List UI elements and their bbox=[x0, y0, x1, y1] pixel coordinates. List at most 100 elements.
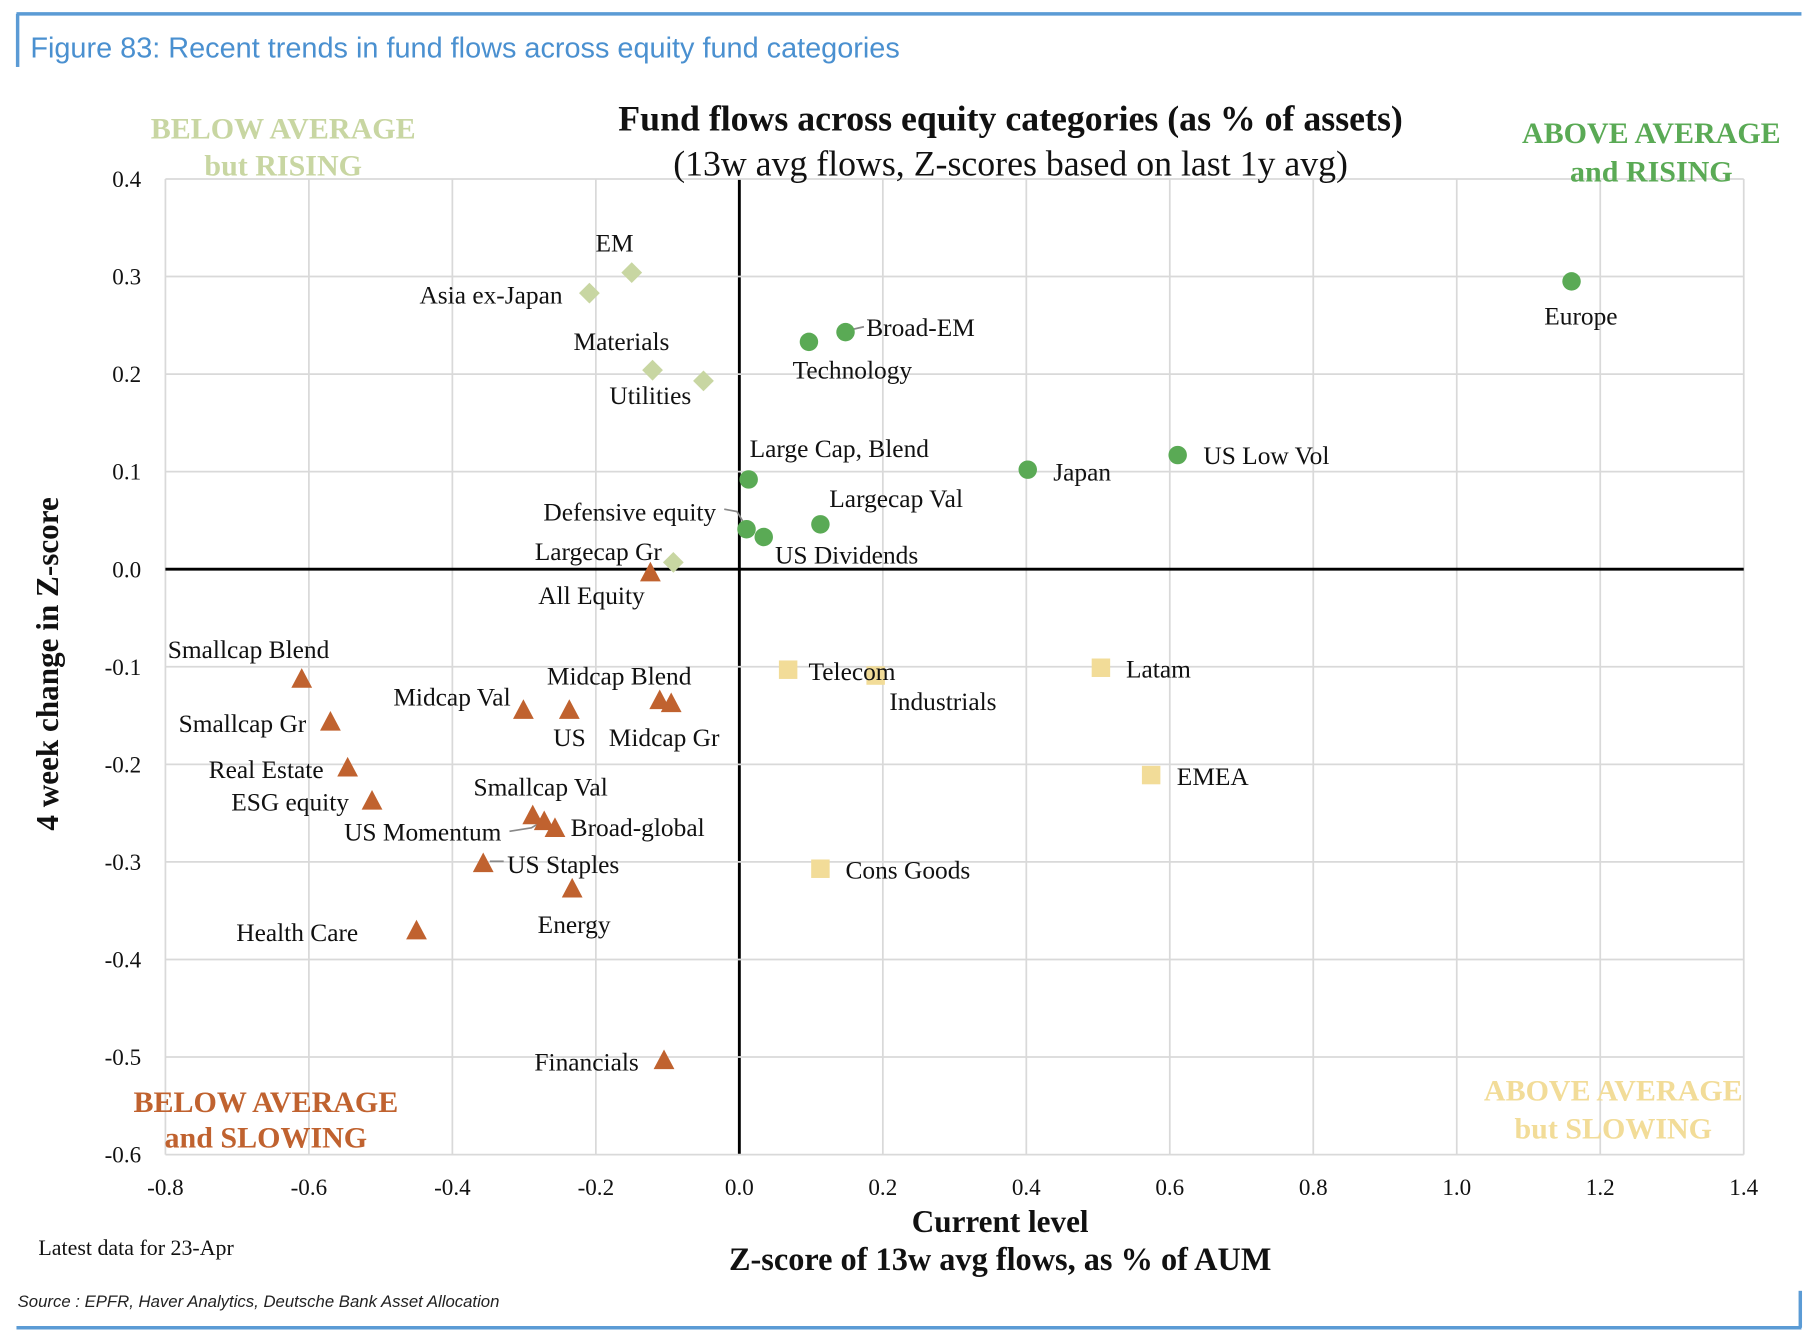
y-tick-label: -0.5 bbox=[105, 1044, 142, 1070]
point-real-estate bbox=[337, 756, 359, 777]
quadrant-top-right-line1: ABOVE AVERAGE bbox=[1522, 117, 1781, 150]
x-tick-label: -0.4 bbox=[434, 1174, 471, 1200]
point-materials bbox=[642, 359, 663, 381]
y-tick-label: -0.1 bbox=[105, 654, 142, 680]
data-labels: Europe Broad-EM Technology Large Cap, Blend… bbox=[168, 230, 1618, 1077]
quadrant-bottom-right-line2: but SLOWING bbox=[1514, 1112, 1712, 1145]
x-tick-label: -0.2 bbox=[578, 1174, 615, 1200]
data-label: Europe bbox=[1544, 302, 1617, 330]
x-tick-label: 1.0 bbox=[1442, 1174, 1471, 1200]
quadrant-bottom-left-line1: BELOW AVERAGE bbox=[133, 1086, 398, 1119]
data-label: Energy bbox=[538, 911, 611, 939]
data-label: Technology bbox=[793, 357, 913, 385]
y-tick-label: 0.1 bbox=[112, 459, 141, 485]
data-label: Midcap Blend bbox=[547, 663, 692, 691]
point-largecap-val bbox=[811, 515, 830, 534]
point-us-momentum bbox=[533, 810, 555, 831]
data-label: US Dividends bbox=[775, 541, 918, 569]
x-tick-label: 1.4 bbox=[1729, 1174, 1758, 1200]
data-label: Utilities bbox=[609, 382, 691, 410]
point-midcap-val bbox=[513, 699, 534, 719]
y-tick-label: -0.3 bbox=[105, 849, 142, 875]
y-tick-label: 0.0 bbox=[112, 556, 141, 582]
grid bbox=[164, 178, 1745, 1156]
data-label: Broad-EM bbox=[866, 314, 975, 342]
point-midcap-blend bbox=[649, 689, 671, 710]
data-label: Defensive equity bbox=[543, 499, 716, 527]
source-note: Source : EPFR, Haver Analytics, Deutsche… bbox=[18, 1292, 500, 1311]
data-label: ESG equity bbox=[231, 789, 349, 817]
chart-title: Fund flows across equity categories (as … bbox=[618, 98, 1402, 138]
data-label: Smallcap Blend bbox=[168, 636, 330, 664]
x-axis-label-2: Z-score of 13w avg flows, as % of AUM bbox=[729, 1241, 1271, 1277]
point-broad-em bbox=[836, 322, 855, 342]
data-label: Health Care bbox=[236, 919, 358, 947]
y-tick-label: -0.4 bbox=[105, 947, 142, 973]
figure-caption: Figure 83: Recent trends in fund flows a… bbox=[30, 33, 899, 65]
quadrant-top-left-line1: BELOW AVERAGE bbox=[151, 113, 416, 146]
data-label: Materials bbox=[574, 328, 670, 356]
data-points bbox=[291, 262, 1581, 1070]
y-tick-label: 0.2 bbox=[112, 361, 141, 387]
data-label: Broad-global bbox=[571, 814, 705, 842]
data-label: EMEA bbox=[1177, 763, 1250, 791]
point-us-staples bbox=[472, 852, 494, 873]
data-label: Asia ex-Japan bbox=[419, 282, 562, 310]
data-label: Midcap Val bbox=[393, 683, 510, 711]
x-tick-label: 1.2 bbox=[1586, 1174, 1615, 1200]
data-label: Large Cap, Blend bbox=[750, 435, 930, 463]
point-esg-equity bbox=[361, 790, 383, 810]
point-all-equity bbox=[639, 561, 661, 582]
point-europe bbox=[1562, 272, 1581, 291]
point-us bbox=[558, 699, 580, 719]
x-axis-label: Current level bbox=[912, 1204, 1089, 1239]
data-label: Midcap Gr bbox=[609, 724, 720, 752]
point-large-cap-blend bbox=[739, 470, 758, 489]
point-latam bbox=[1091, 658, 1111, 677]
latest-data-note: Latest data for 23-Apr bbox=[38, 1235, 234, 1260]
data-label: All Equity bbox=[538, 582, 645, 610]
quadrant-bottom-right-line1: ABOVE AVERAGE bbox=[1484, 1074, 1743, 1107]
quadrant-top-right-line2: and RISING bbox=[1570, 155, 1733, 188]
quadrant-top-left-line2: but RISING bbox=[204, 149, 362, 182]
point-asia-ex-japan bbox=[579, 282, 600, 304]
point-health-care bbox=[406, 919, 427, 940]
chart-subtitle: (13w avg flows, Z-scores based on last 1… bbox=[673, 143, 1348, 183]
data-label: EM bbox=[595, 230, 633, 258]
point-energy bbox=[561, 877, 583, 898]
data-label: Latam bbox=[1126, 656, 1191, 684]
point-smallcap-gr bbox=[320, 711, 341, 731]
data-label: Financials bbox=[534, 1048, 638, 1076]
data-label: Cons Goods bbox=[845, 857, 970, 885]
x-tick-label: 0.8 bbox=[1299, 1174, 1328, 1200]
x-tick-label: 0.2 bbox=[868, 1174, 897, 1200]
point-technology bbox=[799, 332, 819, 352]
point-cons-goods bbox=[811, 859, 830, 878]
point-telecom bbox=[778, 660, 798, 679]
y-tick-label: 0.3 bbox=[112, 264, 141, 290]
point-defensive-equity bbox=[737, 519, 756, 539]
axis-ticks: -0.8 -0.6 -0.4 -0.2 0.0 0.2 0.4 0.6 0.8 1.0 1.2 1.4… bbox=[105, 166, 1759, 1200]
leader-defensive-equity bbox=[724, 508, 745, 524]
point-smallcap-val bbox=[522, 804, 544, 825]
quadrant-bottom-left-line2: and SLOWING bbox=[165, 1122, 368, 1155]
point-japan bbox=[1018, 460, 1037, 479]
data-label: US bbox=[553, 724, 585, 752]
y-tick-label: -0.6 bbox=[105, 1142, 142, 1168]
point-broad-global bbox=[544, 817, 566, 837]
point-smallcap-blend bbox=[291, 668, 313, 688]
point-financials bbox=[653, 1049, 675, 1070]
data-label: Smallcap Val bbox=[474, 774, 608, 802]
data-label: Industrials bbox=[889, 688, 996, 716]
data-label: Largecap Val bbox=[829, 485, 963, 513]
data-label: US Low Vol bbox=[1203, 442, 1329, 470]
data-label: Smallcap Gr bbox=[179, 710, 307, 738]
data-label: Telecom bbox=[809, 658, 896, 686]
x-tick-label: 0.6 bbox=[1155, 1174, 1184, 1200]
point-emea bbox=[1141, 765, 1161, 785]
y-tick-label: -0.2 bbox=[105, 751, 142, 777]
data-label: Largecap Gr bbox=[535, 538, 663, 566]
x-tick-label: 0.0 bbox=[725, 1174, 754, 1200]
point-midcap-gr bbox=[660, 692, 682, 713]
